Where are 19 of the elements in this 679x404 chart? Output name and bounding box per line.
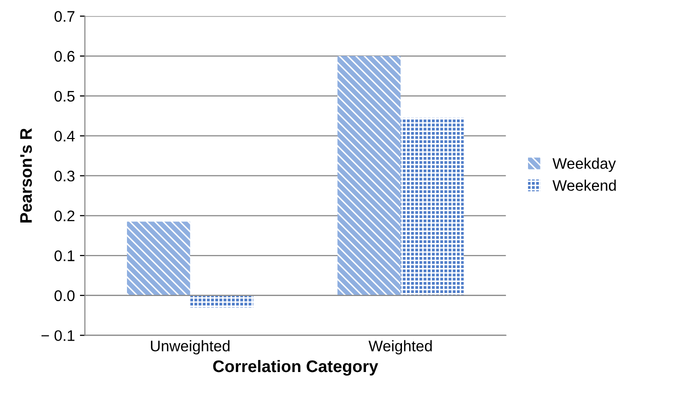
y-axis-title: Pearson's R xyxy=(20,128,32,222)
bar xyxy=(126,222,190,296)
y-tick-label: 0.4 xyxy=(54,130,75,142)
y-tick-label: 0.1 xyxy=(54,250,74,262)
y-tick-label: 0.0 xyxy=(54,290,75,302)
bar xyxy=(337,56,401,296)
x-tick-label: Weighted xyxy=(368,340,432,354)
y-tick-label: 0.6 xyxy=(54,50,74,62)
y-tick-label: 0.5 xyxy=(54,90,75,102)
y-tick-label: − 0.1 xyxy=(42,330,74,342)
x-tick-label: Unweighted xyxy=(150,340,230,354)
legend-label: Weekday xyxy=(552,158,616,172)
bar xyxy=(190,295,254,308)
y-tick-label: 0.2 xyxy=(54,210,74,222)
y-tick-label: 0.3 xyxy=(54,170,74,182)
x-axis-title: Correlation Category xyxy=(213,360,378,376)
legend-label: Weekend xyxy=(552,180,616,191)
y-tick-label: 0.7 xyxy=(54,11,74,22)
bar xyxy=(400,118,464,296)
